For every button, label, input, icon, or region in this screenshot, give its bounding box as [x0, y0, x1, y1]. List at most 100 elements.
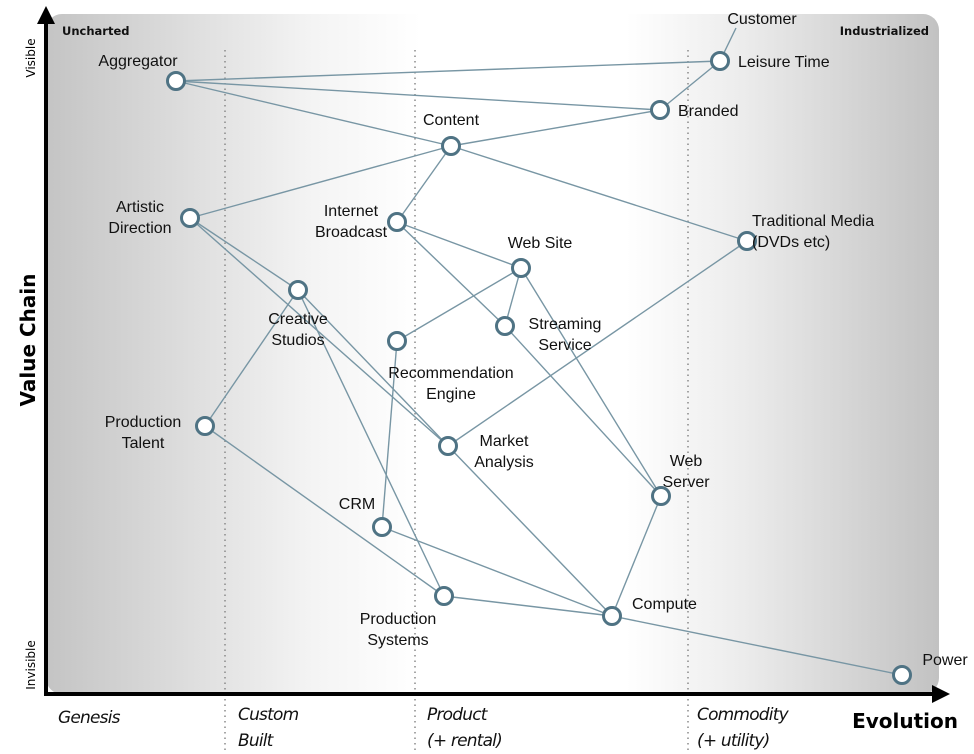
component-node-icon[interactable] — [434, 586, 454, 606]
component-label: Service — [538, 337, 591, 354]
component-label: Market — [480, 433, 529, 450]
component-branded[interactable]: Branded — [650, 100, 739, 121]
component-recommend[interactable]: Recommendation Engine — [387, 331, 514, 404]
stage-genesis: Genesis — [58, 708, 121, 728]
link-recommend-crm — [381, 340, 398, 528]
component-streaming[interactable]: Streaming Service — [495, 316, 602, 354]
link-talent-prodsys — [204, 425, 445, 597]
component-label: Studios — [271, 332, 324, 349]
component-node-icon[interactable] — [438, 436, 458, 456]
component-label: Recommendation — [388, 365, 513, 382]
component-label: Branded — [678, 103, 739, 120]
link-market-tradmedia — [447, 240, 748, 447]
y-axis-visible: Visible — [24, 38, 38, 77]
links — [175, 27, 903, 676]
component-compute[interactable]: Compute — [602, 596, 698, 626]
link-studios-talent — [204, 289, 299, 427]
link-content-artistic — [189, 145, 452, 219]
component-tradmedia[interactable]: Traditional Media (DVDs etc) — [737, 213, 875, 251]
link-website-recommend — [396, 267, 522, 342]
components: Leisure Time Aggregator Branded Content Arti… — [98, 51, 969, 685]
link-aggregator-content — [175, 80, 452, 147]
component-prodsys[interactable]: Production Systems — [360, 586, 454, 650]
link-leisure-aggregator — [175, 60, 721, 82]
link-broadcast-website — [396, 221, 522, 269]
component-label: Web — [670, 453, 703, 470]
component-node-icon[interactable] — [511, 258, 531, 278]
component-label: Direction — [108, 220, 171, 237]
link-branded-content — [450, 109, 661, 147]
link-leisure-branded — [659, 60, 721, 111]
component-label: Creative — [268, 311, 328, 328]
link-prodsys-compute — [443, 595, 613, 617]
component-node-icon[interactable] — [387, 331, 407, 351]
link-studios-prodsys — [297, 289, 445, 597]
link-website-streaming — [504, 267, 522, 327]
component-label: Compute — [632, 596, 697, 613]
component-studios[interactable]: Creative Studios — [268, 280, 328, 350]
y-axis-title: Value Chain — [16, 273, 40, 406]
anchor-customer: Customer — [727, 11, 797, 28]
x-axis-title: Evolution — [852, 709, 958, 733]
component-talent[interactable]: Production Talent — [105, 414, 215, 452]
link-content-tradmedia — [450, 145, 748, 242]
link-content-broadcast — [396, 145, 452, 223]
component-label: Artistic — [116, 199, 164, 216]
component-aggregator[interactable]: Aggregator — [98, 53, 186, 91]
component-broadcast[interactable]: Internet Broadcast — [315, 203, 407, 241]
component-node-icon[interactable] — [651, 486, 671, 506]
corner-uncharted: Uncharted — [62, 24, 130, 38]
component-label: CRM — [339, 496, 375, 513]
component-node-icon[interactable] — [441, 136, 461, 156]
component-node-icon[interactable] — [892, 665, 912, 685]
component-node-icon[interactable] — [495, 316, 515, 336]
link-compute-power — [611, 615, 903, 676]
component-label: Aggregator — [98, 53, 178, 70]
link-broadcast-streaming — [396, 221, 506, 327]
component-node-icon[interactable] — [387, 212, 407, 232]
component-node-icon[interactable] — [372, 517, 392, 537]
component-node-icon[interactable] — [195, 416, 215, 436]
component-website[interactable]: Web Site — [508, 235, 573, 278]
stage-product-line1: Product — [427, 705, 489, 725]
link-market-compute — [447, 445, 613, 617]
link-streaming-webserver — [504, 325, 662, 497]
y-axis-arrow-icon — [37, 6, 55, 24]
stage-dividers — [224, 50, 689, 754]
component-market[interactable]: Market Analysis — [438, 433, 534, 471]
component-label: Production — [105, 414, 182, 431]
link-aggregator-branded — [175, 80, 661, 111]
stage-product-line2: (+ rental) — [427, 731, 502, 751]
link-webserver-compute — [611, 495, 662, 617]
component-node-icon[interactable] — [166, 71, 186, 91]
component-artistic[interactable]: Artistic Direction — [108, 199, 200, 237]
component-label: Broadcast — [315, 224, 388, 241]
component-crm[interactable]: CRM — [339, 496, 392, 537]
component-power[interactable]: Power — [892, 652, 969, 685]
component-label: Internet — [324, 203, 379, 220]
component-node-icon[interactable] — [180, 208, 200, 228]
component-label: Web Site — [508, 235, 573, 252]
component-node-icon[interactable] — [288, 280, 308, 300]
component-webserver[interactable]: Web Server — [651, 453, 711, 506]
component-node-icon[interactable] — [650, 100, 670, 120]
stage-custom-line2: Built — [238, 731, 275, 751]
component-label: Traditional Media — [752, 213, 874, 230]
link-website-webserver — [520, 267, 662, 497]
component-label: Content — [423, 112, 480, 129]
component-node-icon[interactable] — [737, 231, 757, 251]
component-label: Streaming — [529, 316, 602, 333]
component-content[interactable]: Content — [423, 112, 480, 156]
component-node-icon[interactable] — [710, 51, 730, 71]
component-label: Server — [662, 474, 710, 491]
component-leisure[interactable]: Leisure Time — [710, 51, 830, 72]
component-label: Systems — [367, 632, 428, 649]
component-label: Analysis — [474, 454, 534, 471]
link-artistic-studios — [189, 217, 299, 291]
component-label: Talent — [122, 435, 165, 452]
component-label: Power — [922, 652, 968, 669]
component-node-icon[interactable] — [602, 606, 622, 626]
component-label: (DVDs etc) — [752, 234, 830, 251]
stage-commodity-line1: Commodity — [697, 705, 790, 725]
